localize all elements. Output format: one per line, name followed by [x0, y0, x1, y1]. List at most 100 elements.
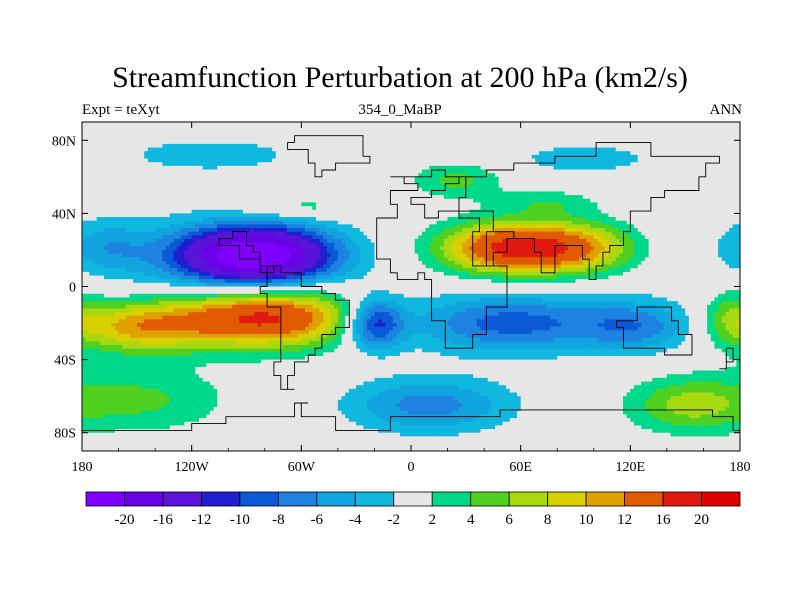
field-cell — [524, 217, 529, 222]
field-cell — [140, 195, 145, 200]
field-cell — [326, 213, 332, 218]
field-cell — [217, 209, 222, 214]
field-cell — [345, 198, 350, 204]
field-cell — [531, 176, 536, 182]
field-cell — [308, 202, 313, 207]
field-cell — [644, 147, 650, 152]
field-cell — [451, 162, 456, 167]
field-cell — [659, 184, 664, 189]
field-cell — [517, 162, 522, 167]
field-cell — [224, 209, 229, 214]
field-cell — [506, 158, 511, 163]
field-cell — [619, 136, 624, 141]
field-cell — [655, 180, 661, 185]
field-cell — [89, 125, 94, 130]
field-cell — [261, 169, 266, 174]
field-cell — [644, 217, 650, 222]
field-cell — [92, 169, 98, 174]
field-cell — [729, 206, 734, 211]
field-cell — [352, 206, 357, 211]
field-cell — [612, 147, 617, 152]
field-cell — [155, 151, 160, 156]
field-cell — [476, 140, 482, 145]
field-cell — [253, 162, 259, 167]
field-cell — [476, 169, 482, 174]
field-cell — [118, 206, 123, 211]
field-cell — [655, 122, 661, 127]
field-cell — [517, 140, 522, 145]
field-cell — [92, 217, 98, 222]
field-cell — [268, 173, 273, 178]
field-cell — [162, 220, 167, 225]
field-cell — [546, 213, 551, 218]
field-cell — [297, 202, 302, 207]
field-cell — [703, 217, 708, 222]
field-cell — [286, 165, 291, 171]
field-cell — [429, 136, 434, 141]
field-cell — [396, 180, 401, 185]
field-cell — [644, 129, 650, 134]
field-cell — [195, 191, 200, 196]
field-cell — [301, 209, 306, 214]
field-cell — [191, 140, 196, 145]
field-cell — [663, 125, 668, 130]
field-cell — [590, 195, 595, 200]
field-cell — [699, 125, 705, 130]
field-cell — [462, 122, 467, 127]
field-cell — [147, 140, 153, 145]
field-cell — [374, 158, 379, 163]
field-cell — [571, 198, 577, 204]
field-cell — [586, 213, 591, 218]
field-cell — [385, 180, 390, 185]
field-cell — [144, 206, 149, 211]
field-cell — [582, 198, 588, 204]
field-cell — [392, 143, 397, 149]
field-cell — [381, 213, 387, 218]
field-cell — [520, 165, 525, 171]
field-cell — [315, 151, 321, 156]
field-cell — [169, 202, 174, 207]
field-cell — [666, 209, 672, 214]
field-cell — [462, 173, 467, 178]
field-cell — [334, 129, 339, 134]
field-cell — [538, 213, 544, 218]
field-cell — [250, 132, 255, 138]
field-cell — [714, 122, 719, 127]
field-cell — [228, 125, 233, 130]
field-cell — [549, 147, 555, 152]
field-cell — [451, 195, 456, 200]
field-cell — [122, 158, 127, 163]
field-cell — [92, 220, 98, 225]
field-cell — [699, 136, 705, 141]
field-cell — [144, 195, 149, 200]
field-cell — [89, 191, 94, 196]
field-cell — [82, 143, 87, 149]
field-cell — [418, 191, 423, 196]
field-cell — [239, 184, 244, 189]
field-cell — [122, 206, 127, 211]
field-cell — [337, 187, 343, 193]
field-cell — [710, 122, 716, 127]
field-cell — [557, 169, 562, 174]
field-cell — [129, 184, 134, 189]
field-cell — [85, 191, 90, 196]
field-cell — [129, 217, 134, 222]
field-cell — [341, 209, 346, 214]
field-cell — [608, 187, 613, 193]
field-cell — [495, 198, 500, 204]
field-cell — [462, 213, 467, 218]
field-cell — [348, 217, 354, 222]
field-cell — [191, 198, 196, 204]
field-cell — [312, 147, 317, 152]
field-cell — [458, 180, 463, 185]
field-cell — [294, 213, 299, 218]
field-cell — [103, 209, 109, 214]
field-cell — [421, 206, 427, 211]
field-cell — [425, 125, 430, 130]
field-cell — [436, 136, 441, 141]
field-cell — [659, 187, 664, 193]
field-cell — [688, 136, 694, 141]
field-cell — [334, 143, 339, 149]
field-cell — [703, 140, 708, 145]
